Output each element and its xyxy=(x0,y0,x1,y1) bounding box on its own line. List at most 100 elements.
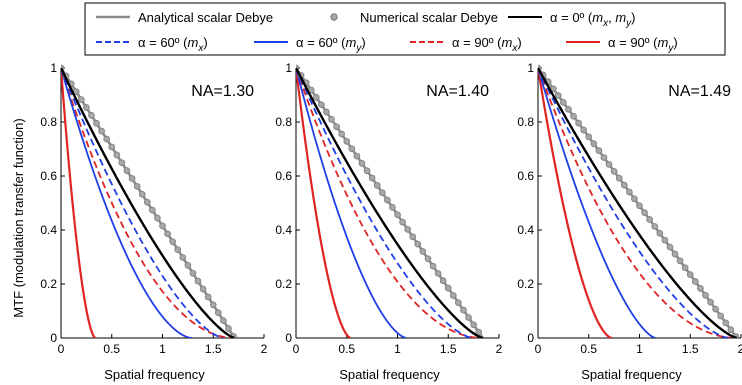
na-annotation: NA=1.40 xyxy=(426,83,489,100)
panel-2: 0 0.2 0.4 0.6 0.8 1 0 0.5 1 1.5 2 Spatial frequency… xyxy=(275,61,502,382)
series-line-alpha60x xyxy=(538,67,729,338)
y-tick-label: 1 xyxy=(285,61,292,75)
panel-3: 0 0.2 0.4 0.6 0.8 1 0 0.5 1 1.5 2 Spatial frequency… xyxy=(517,61,742,382)
data-point xyxy=(636,202,643,210)
data-point xyxy=(554,92,562,99)
legend-entry: α = 60º (mx) xyxy=(96,35,208,54)
data-point xyxy=(394,211,401,219)
data-point xyxy=(570,112,577,120)
series-line-alpha90x xyxy=(538,67,737,338)
data-point xyxy=(697,285,704,292)
data-point xyxy=(318,101,325,109)
data-point xyxy=(595,147,603,155)
y-tick-label: 0.8 xyxy=(40,115,57,129)
data-point xyxy=(590,140,598,148)
series-line-alpha90y xyxy=(538,67,613,338)
legend-label: α = 60º (my) xyxy=(296,35,366,54)
data-point xyxy=(585,133,593,141)
data-point xyxy=(656,229,664,237)
data-point xyxy=(194,277,202,285)
legend-label: α = 0º (mx, my) xyxy=(550,10,636,29)
x-tick-label: 0.5 xyxy=(338,342,355,356)
data-point xyxy=(580,126,588,134)
data-point xyxy=(88,112,95,119)
series-line-alpha90y xyxy=(61,67,96,338)
data-point xyxy=(204,293,212,301)
panels: 0 0.2 0.4 0.6 0.8 1 0 0.5 1 1.5 2 Spatial frequency… xyxy=(40,61,742,382)
legend-entry: Numerical scalar Debye xyxy=(330,10,498,25)
y-tick-label: 0.2 xyxy=(517,277,534,291)
y-tick-label: 0 xyxy=(527,331,534,345)
data-point xyxy=(399,218,406,226)
data-point xyxy=(328,116,335,123)
data-point xyxy=(620,181,628,189)
data-point xyxy=(209,301,217,309)
data-point xyxy=(159,222,166,230)
x-tick-label: 2 xyxy=(738,342,742,356)
data-point xyxy=(575,119,582,127)
x-tick-label: 2 xyxy=(261,342,268,356)
legend-label: Analytical scalar Debye xyxy=(138,10,273,25)
series-line-alpha90y xyxy=(296,67,351,338)
x-tick-label: 0.5 xyxy=(580,342,597,356)
data-point xyxy=(103,135,111,143)
data-point xyxy=(671,250,679,258)
data-point xyxy=(154,214,161,222)
data-point xyxy=(189,269,197,277)
data-point xyxy=(368,174,376,182)
legend-entry: α = 0º (mx, my) xyxy=(508,10,636,29)
data-point xyxy=(312,93,320,101)
data-point xyxy=(424,255,432,263)
legend-label: α = 60º (mx) xyxy=(138,35,208,54)
data-point xyxy=(414,240,422,248)
data-point xyxy=(475,328,483,336)
data-point xyxy=(108,143,116,151)
data-point xyxy=(333,123,340,131)
y-tick-label: 0.4 xyxy=(40,223,57,237)
y-tick-label: 0 xyxy=(50,331,57,345)
y-tick-label: 0.6 xyxy=(517,169,534,183)
y-tick-label: 0 xyxy=(285,331,292,345)
x-tick-label: 1.5 xyxy=(440,342,457,356)
data-point xyxy=(179,254,187,261)
data-point xyxy=(98,127,105,135)
x-axis-label: Spatial frequency xyxy=(104,367,205,382)
data-point xyxy=(641,209,648,216)
data-point xyxy=(691,278,699,285)
y-tick-label: 1 xyxy=(50,61,57,75)
data-point xyxy=(384,196,391,204)
data-point xyxy=(712,305,719,313)
data-point xyxy=(93,119,100,127)
y-tick-label: 0.8 xyxy=(275,115,292,129)
series-line-alpha60y xyxy=(61,67,193,338)
data-point xyxy=(363,167,371,175)
data-point xyxy=(465,314,472,321)
y-tick-label: 0.2 xyxy=(40,277,57,291)
na-annotation: NA=1.30 xyxy=(191,83,254,100)
data-point xyxy=(600,154,608,161)
data-point xyxy=(651,223,659,230)
x-axis-label: Spatial frequency xyxy=(339,367,440,382)
x-axis-label: Spatial frequency xyxy=(581,367,682,382)
data-point xyxy=(348,145,356,153)
legend-entry: α = 90º (mx) xyxy=(410,35,522,54)
data-point xyxy=(113,151,121,159)
x-tick-label: 0 xyxy=(293,342,300,356)
data-point xyxy=(225,325,232,332)
data-point xyxy=(610,167,618,175)
data-point xyxy=(214,309,222,317)
na-annotation: NA=1.49 xyxy=(668,83,731,100)
data-point xyxy=(358,160,366,167)
data-point xyxy=(429,262,437,270)
x-tick-label: 1 xyxy=(636,342,643,356)
data-point xyxy=(77,96,85,103)
x-tick-label: 1.5 xyxy=(205,342,222,356)
data-point xyxy=(646,216,654,223)
panel-1: 0 0.2 0.4 0.6 0.8 1 0 0.5 1 1.5 2 Spatial frequency… xyxy=(40,61,267,382)
data-point xyxy=(455,299,462,307)
data-point xyxy=(666,243,674,251)
data-point xyxy=(605,161,613,168)
data-point xyxy=(149,206,156,214)
series-line-alpha60y xyxy=(538,67,656,338)
data-point xyxy=(565,105,572,113)
